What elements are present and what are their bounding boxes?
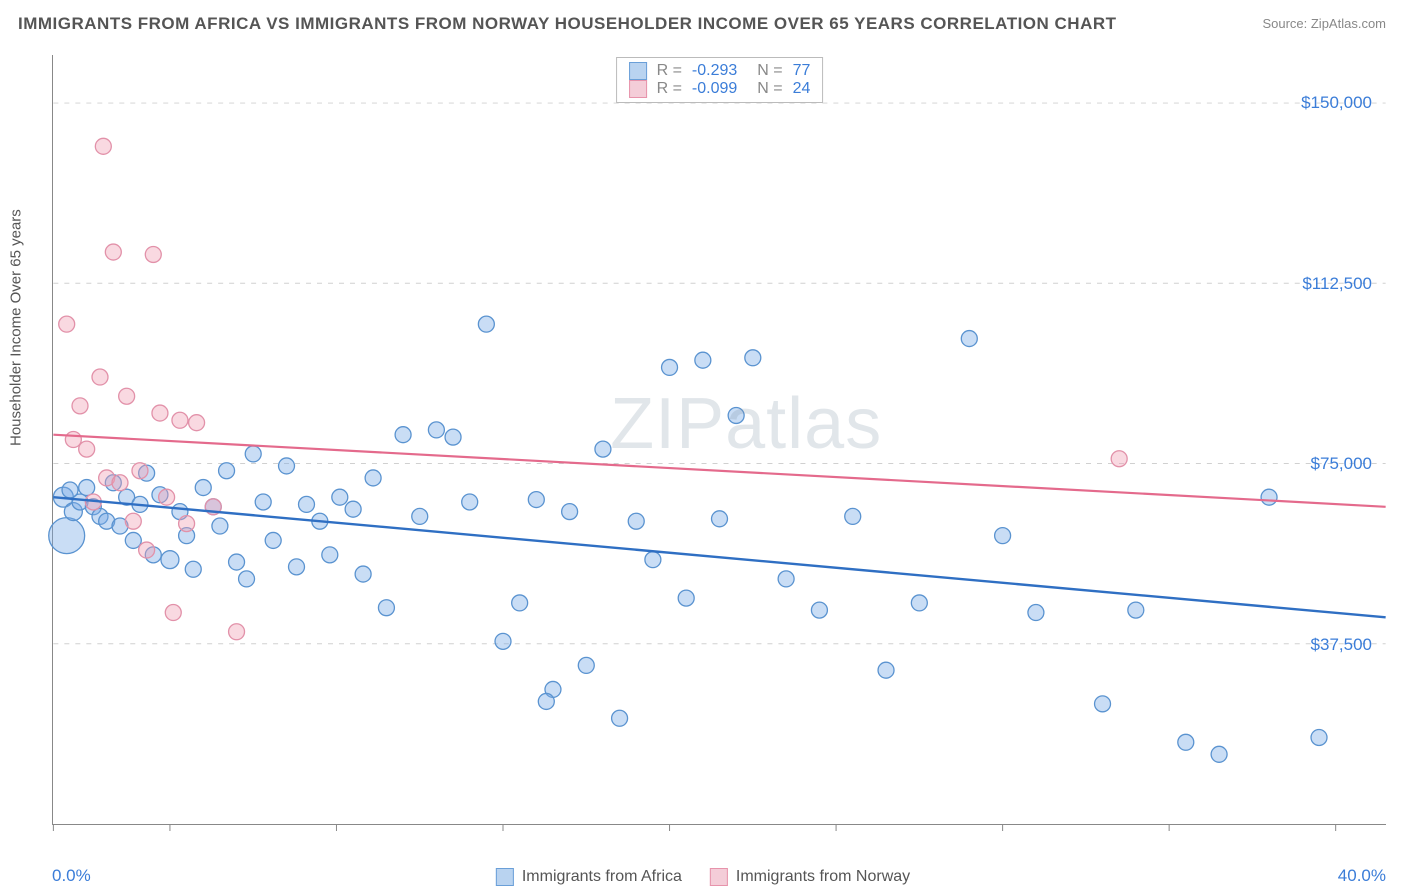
chart-title: IMMIGRANTS FROM AFRICA VS IMMIGRANTS FRO… — [18, 14, 1117, 34]
r-value: -0.293 — [692, 62, 737, 80]
correlation-chart: IMMIGRANTS FROM AFRICA VS IMMIGRANTS FRO… — [0, 0, 1406, 892]
stats-row-series-2: R = -0.099 N = 24 — [629, 80, 811, 98]
legend-label: Immigrants from Africa — [522, 868, 682, 886]
y-axis-label: Householder Income Over 65 years — [8, 209, 25, 446]
source-attribution: Source: ZipAtlas.com — [1262, 16, 1386, 31]
swatch-icon — [629, 62, 647, 80]
n-label: N = — [757, 62, 782, 80]
legend-label: Immigrants from Norway — [736, 868, 910, 886]
n-label: N = — [757, 80, 782, 98]
scatter-svg — [53, 55, 1386, 824]
x-axis-max-label: 40.0% — [1338, 866, 1386, 886]
plot-area: ZIPatlas R = -0.293 N = 77 R = -0.099 N … — [52, 55, 1386, 825]
y-axis-tick-label: $75,000 — [1311, 454, 1372, 474]
n-value: 24 — [793, 80, 811, 98]
legend-item-series-1: Immigrants from Africa — [496, 868, 682, 886]
stats-row-series-1: R = -0.293 N = 77 — [629, 62, 811, 80]
y-axis-tick-label: $37,500 — [1311, 635, 1372, 655]
y-axis-tick-label: $112,500 — [1302, 274, 1372, 294]
x-axis-min-label: 0.0% — [52, 866, 91, 886]
r-value: -0.099 — [692, 80, 737, 98]
n-value: 77 — [793, 62, 811, 80]
swatch-icon — [496, 868, 514, 886]
stats-legend-box: R = -0.293 N = 77 R = -0.099 N = 24 — [616, 57, 824, 103]
legend-item-series-2: Immigrants from Norway — [710, 868, 910, 886]
r-label: R = — [657, 80, 682, 98]
r-label: R = — [657, 62, 682, 80]
series-legend: Immigrants from Africa Immigrants from N… — [496, 868, 910, 886]
y-axis-tick-label: $150,000 — [1301, 93, 1372, 113]
swatch-icon — [710, 868, 728, 886]
swatch-icon — [629, 80, 647, 98]
